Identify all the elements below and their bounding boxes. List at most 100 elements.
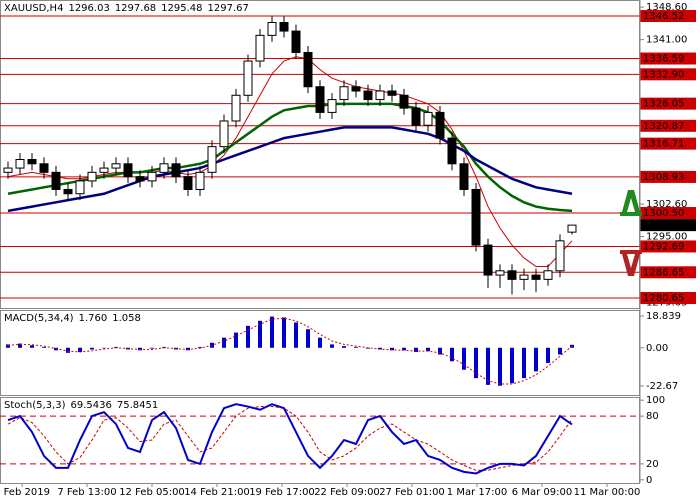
x-tick-label: 27 Feb 01:00	[379, 487, 445, 498]
indicator-header: MACD(5,34,4) 1.760 1.058	[4, 313, 141, 324]
macd-bar	[474, 347, 478, 379]
candle-body	[3, 167, 13, 173]
candle-body	[291, 30, 301, 53]
candle-body	[219, 120, 229, 148]
macd-bar	[258, 320, 262, 348]
level-label: 1286.65	[643, 267, 684, 278]
macd-bar	[486, 347, 490, 385]
header-value: XAUUSD,H4	[4, 3, 63, 14]
header-value: 75.8451	[117, 400, 158, 411]
level-label-box	[640, 170, 696, 183]
candle-body	[351, 86, 361, 92]
candle-body	[51, 171, 61, 190]
candle-body	[435, 111, 445, 139]
level-label: 1308.93	[643, 172, 684, 183]
macd-bar	[462, 347, 466, 370]
candle-body	[447, 137, 457, 165]
stoch-d	[7, 406, 573, 471]
level-label-box	[640, 119, 696, 132]
x-tick-label: 22 Feb 09:00	[314, 487, 380, 498]
macd-bar	[414, 347, 418, 352]
level-label: 1320.87	[643, 121, 684, 132]
macd-bar	[42, 346, 46, 348]
level-label-box	[640, 137, 696, 150]
header-value: 69.5436	[70, 400, 111, 411]
macd-bar	[18, 343, 22, 348]
macd-bar	[390, 347, 394, 351]
macd-bar	[282, 317, 286, 348]
candle-body	[39, 163, 49, 173]
candle-body	[543, 270, 553, 280]
x-tick-label: 12 Feb 05:00	[119, 487, 185, 498]
level-label: 1346.52	[643, 11, 684, 22]
current-price-box	[640, 219, 696, 232]
candle-body	[243, 60, 253, 96]
level-label-box	[640, 291, 696, 304]
header-value: 1297.67	[208, 3, 249, 14]
level-label-box	[640, 207, 696, 220]
candle-body	[399, 94, 409, 109]
macd-bar	[6, 344, 10, 348]
level-label-box	[640, 97, 696, 110]
macd-bar	[378, 347, 382, 350]
level-label-box	[640, 68, 696, 81]
candle-body	[519, 274, 529, 280]
candle-body	[363, 90, 373, 101]
stoch-k	[7, 403, 573, 475]
candle-body	[171, 163, 181, 178]
candle-body	[423, 111, 433, 126]
macd-bar	[102, 347, 106, 349]
macd-bar	[546, 347, 550, 363]
macd-bar	[402, 347, 406, 351]
header-value: 1297.68	[115, 3, 156, 14]
x-tick-label: 14 Feb 21:00	[184, 487, 250, 498]
level-label: 1280.65	[643, 293, 684, 304]
header-value: 1.058	[112, 313, 141, 324]
macd-signal	[7, 317, 573, 385]
y-tick-label: 1348.60	[646, 2, 687, 13]
candle-body	[303, 51, 313, 88]
candle-body	[567, 224, 577, 233]
macd-bar	[78, 347, 82, 352]
y-tick-label: 100	[646, 395, 665, 406]
macd-bar	[90, 347, 94, 350]
moving-average	[7, 102, 573, 213]
macd-bar	[150, 347, 154, 349]
candle-body	[327, 99, 337, 113]
macd-bar	[342, 346, 346, 348]
macd-bar	[330, 344, 334, 348]
candle-body	[207, 146, 217, 173]
x-tick-label: 4 Feb 2019	[0, 487, 50, 498]
candle-body	[279, 22, 289, 32]
level-label: 1300.50	[643, 208, 684, 219]
macd-bar	[234, 332, 238, 348]
candle-body	[195, 171, 205, 190]
macd-bar	[510, 347, 514, 384]
moving-average	[7, 126, 573, 213]
candle-body	[99, 167, 109, 173]
candle-body	[459, 163, 469, 190]
macd-bar	[246, 325, 250, 348]
candle-body	[159, 163, 169, 173]
y-tick-label: 18.839	[646, 311, 681, 322]
level-label-box	[640, 240, 696, 253]
macd-bar	[318, 337, 322, 348]
up-arrow-icon	[620, 190, 642, 216]
candle-body	[111, 163, 121, 169]
candle-body	[27, 159, 37, 165]
macd-bar	[306, 329, 310, 348]
level-label-box	[640, 266, 696, 279]
candle-body	[387, 90, 397, 96]
macd-bar	[270, 316, 274, 348]
macd-bar	[30, 345, 34, 348]
candle-body	[507, 270, 517, 280]
x-tick-label: 19 Feb 17:00	[249, 487, 315, 498]
down-arrow-icon	[620, 250, 642, 276]
candle-body	[315, 86, 325, 113]
macd-bar	[354, 346, 358, 348]
x-tick-label: 1 Mar 17:00	[447, 487, 507, 498]
level-label-box	[640, 10, 696, 23]
x-tick-label: 6 Mar 09:00	[512, 487, 572, 498]
macd-bar	[198, 346, 202, 348]
